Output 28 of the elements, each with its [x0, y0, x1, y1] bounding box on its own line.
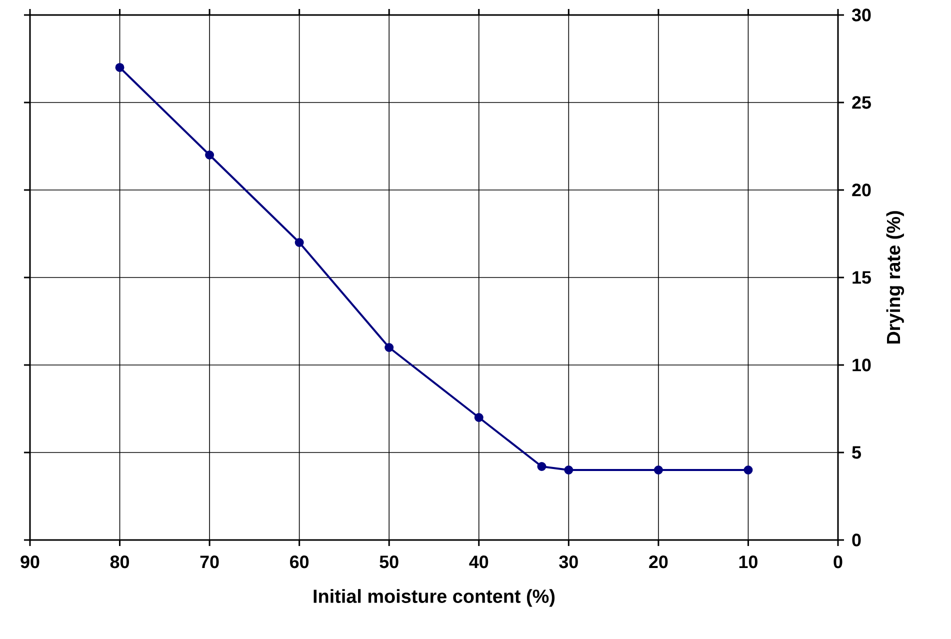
x-tick-label: 10 [739, 556, 758, 568]
y-axis-title: Drying rate (%) [886, 211, 904, 344]
point [654, 466, 663, 474]
y-tick-label: 30 [852, 8, 871, 22]
x-tick-label: 60 [290, 556, 309, 568]
point [384, 342, 394, 352]
x-tick-label: 80 [110, 556, 129, 568]
y-tick-label: 25 [852, 96, 871, 109]
x-tick-label: 0 [834, 556, 842, 568]
point [294, 238, 304, 247]
x-tick-label: 50 [380, 556, 398, 568]
point [564, 466, 574, 474]
x-tick-label: 90 [20, 556, 40, 568]
point [115, 62, 124, 72]
x-axis-title: Initial moisture content (%) [314, 589, 555, 607]
point [205, 150, 214, 160]
y-tick-label: 5 [852, 446, 861, 459]
x-tick-label: 20 [649, 556, 668, 568]
point [474, 412, 484, 422]
y-tick-label: 0 [852, 534, 861, 546]
x-tick-label: 30 [559, 556, 578, 568]
x-tick-label: 70 [200, 556, 219, 568]
point [537, 462, 546, 471]
x-tick-label: 40 [469, 556, 488, 568]
y-tick-label: 10 [852, 358, 871, 372]
y-tick-label: 15 [852, 271, 871, 284]
y-tick-label: 20 [852, 184, 871, 196]
point [744, 466, 753, 474]
